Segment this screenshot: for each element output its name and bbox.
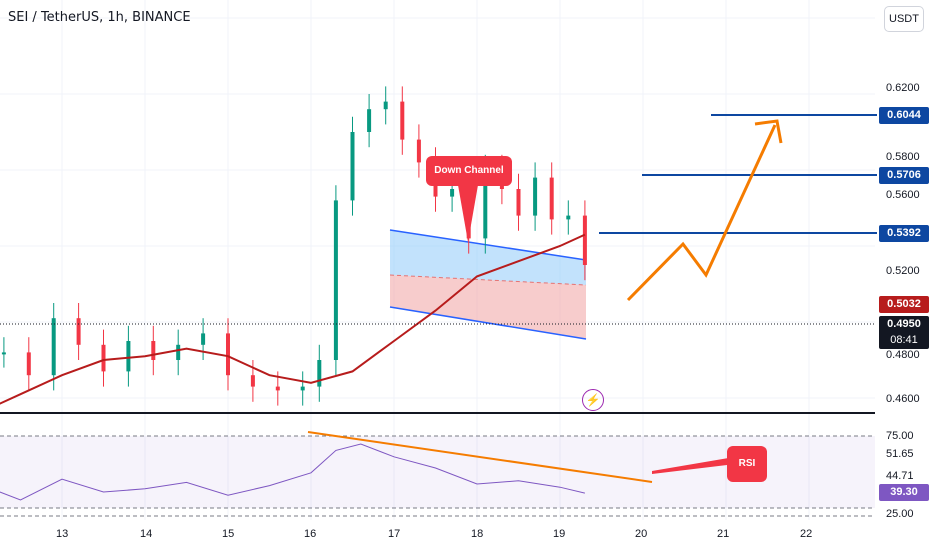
lightning-icon[interactable]: ⚡ [582,389,604,411]
candle [275,386,280,391]
candle [533,177,538,216]
candle [250,375,255,387]
candle [201,333,206,345]
candle [300,386,305,391]
candle [549,177,554,220]
candle [1,352,6,355]
projection-arrowhead [754,119,783,144]
price-tick: 0.5800 [886,151,920,163]
rsi-line [0,443,586,501]
x-tick: 22 [800,528,813,540]
candle [483,170,488,239]
channel-midline [389,274,587,286]
rsi-tick: 51.65 [886,448,914,460]
chart-title: SEI / TetherUS, 1h, BINANCE [8,10,191,25]
candle [516,189,521,216]
level-tag-3: 0.5392 [879,225,929,242]
candle [176,344,181,360]
pane-separator [0,412,875,414]
price-tick: 0.4800 [886,349,920,361]
channel-bottom-line [389,306,587,340]
candle [101,344,106,372]
x-tick: 15 [222,528,235,540]
down-channel-callout: Down Channel [426,156,512,186]
x-tick: 21 [717,528,730,540]
candle [76,318,81,345]
moving-average-line [0,233,586,405]
candle [416,139,421,163]
price-tick: 0.5200 [886,265,920,277]
x-tick: 13 [56,528,69,540]
candle [317,360,322,387]
channel-upper-fill [390,230,586,285]
candle [582,215,587,265]
rsi-tick: 75.00 [886,430,914,442]
candle [333,200,338,360]
candle [367,109,372,132]
rsi-tick: 44.71 [886,470,914,482]
channel-top-line [389,229,587,261]
down-channel-pointer [458,185,478,242]
level-tag-1: 0.6044 [879,107,929,124]
x-tick: 20 [635,528,648,540]
rsi-callout: RSI [727,446,767,482]
rsi-tick: 25.00 [886,508,914,520]
last-price: 0.4950 [887,318,921,330]
candle [450,189,455,197]
projection-path [626,124,777,302]
last-price-tag: 0.4950 08:41 [879,316,929,349]
rsi-trendline [307,431,653,483]
candle [51,318,56,376]
bar-countdown: 08:41 [890,334,918,346]
channel-lower-fill [390,275,586,339]
x-tick: 18 [471,528,484,540]
candle [126,341,131,372]
candle [226,333,230,376]
price-tick: 0.4600 [886,393,920,405]
candle [151,341,156,360]
candle [400,101,405,140]
x-tick: 14 [140,528,153,540]
level-tag-2: 0.5706 [879,167,929,184]
candle [566,215,571,220]
x-tick: 16 [304,528,317,540]
x-tick: 17 [388,528,401,540]
currency-button[interactable]: USDT [884,6,924,32]
x-tick: 19 [553,528,566,540]
candle [383,101,388,110]
price-tick: 0.6200 [886,82,920,94]
ma-tag: 0.5032 [879,296,929,313]
rsi-current-tag: 39.30 [879,484,929,501]
price-tick: 0.5600 [886,189,920,201]
candle [26,352,31,376]
candle [350,132,355,201]
